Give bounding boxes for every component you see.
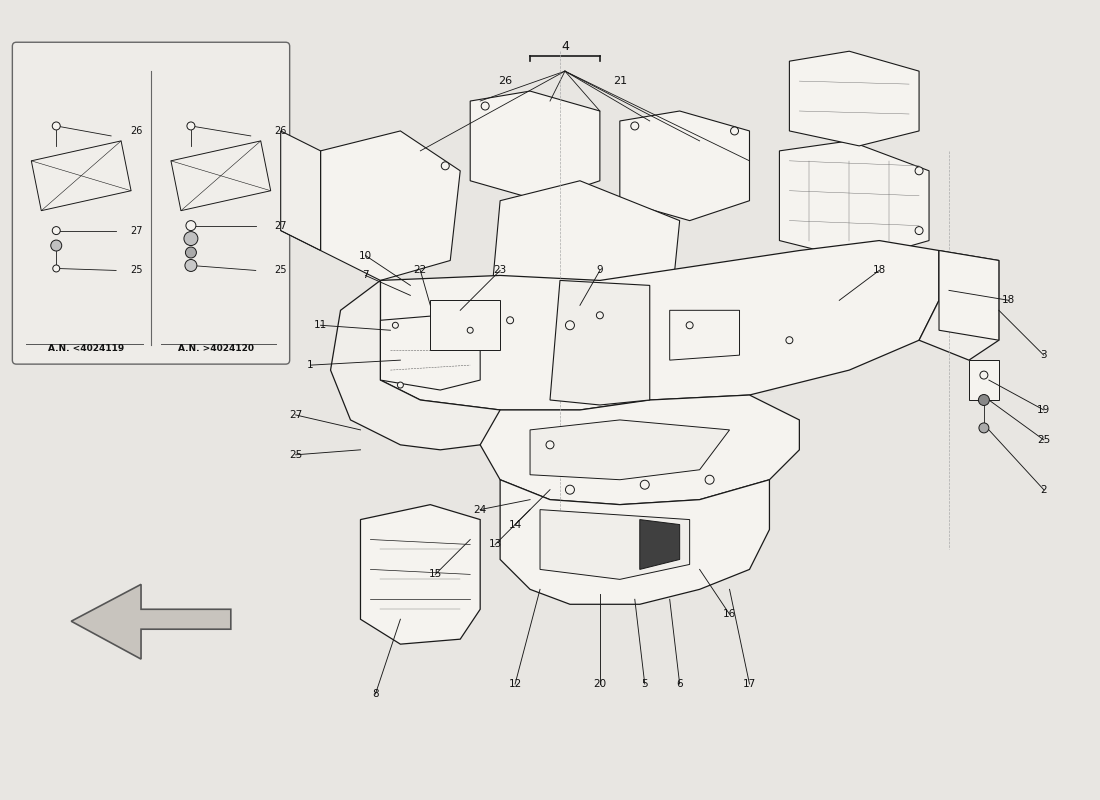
Circle shape xyxy=(565,486,574,494)
Circle shape xyxy=(980,371,988,379)
Polygon shape xyxy=(361,505,481,644)
Circle shape xyxy=(397,382,404,388)
Polygon shape xyxy=(170,141,271,210)
Text: 16: 16 xyxy=(723,610,736,619)
Circle shape xyxy=(441,162,449,170)
Polygon shape xyxy=(969,360,999,400)
Polygon shape xyxy=(470,91,600,201)
Text: 25: 25 xyxy=(289,450,302,460)
Polygon shape xyxy=(780,141,930,261)
Circle shape xyxy=(53,226,60,234)
FancyBboxPatch shape xyxy=(12,42,289,364)
Polygon shape xyxy=(280,131,320,250)
Circle shape xyxy=(481,102,490,110)
Text: 26: 26 xyxy=(498,76,513,86)
Polygon shape xyxy=(920,250,999,360)
Circle shape xyxy=(785,337,793,344)
Text: 3: 3 xyxy=(1041,350,1047,360)
Text: 24: 24 xyxy=(474,505,487,514)
Circle shape xyxy=(596,312,604,318)
Polygon shape xyxy=(790,51,920,146)
Circle shape xyxy=(978,394,989,406)
Polygon shape xyxy=(491,181,680,335)
Circle shape xyxy=(546,441,554,449)
Text: A.N. >4024120: A.N. >4024120 xyxy=(178,344,254,353)
Text: 19: 19 xyxy=(1037,405,1050,415)
Polygon shape xyxy=(31,141,131,210)
Polygon shape xyxy=(430,300,500,350)
Text: 6: 6 xyxy=(676,679,683,689)
Text: 21: 21 xyxy=(613,76,627,86)
Text: 20: 20 xyxy=(593,679,606,689)
Text: 18: 18 xyxy=(1002,295,1015,306)
Text: 25: 25 xyxy=(130,266,142,275)
Circle shape xyxy=(705,475,714,484)
Text: 5: 5 xyxy=(641,679,648,689)
Circle shape xyxy=(186,247,197,258)
Text: 17: 17 xyxy=(742,679,756,689)
Circle shape xyxy=(186,221,196,230)
Circle shape xyxy=(915,226,923,234)
Polygon shape xyxy=(640,519,680,570)
Text: 18: 18 xyxy=(872,266,886,275)
Text: 2: 2 xyxy=(1041,485,1047,494)
Circle shape xyxy=(51,240,62,251)
Text: 27: 27 xyxy=(274,221,287,230)
Text: 25: 25 xyxy=(1037,435,1050,445)
Text: 26: 26 xyxy=(130,126,142,136)
Text: 15: 15 xyxy=(429,570,442,579)
Text: 9: 9 xyxy=(596,266,603,275)
Circle shape xyxy=(630,122,639,130)
Circle shape xyxy=(979,423,989,433)
Polygon shape xyxy=(481,395,800,505)
Text: eurospar: eurospar xyxy=(404,332,796,408)
Text: 26: 26 xyxy=(275,126,287,136)
Text: A.N. <4024119: A.N. <4024119 xyxy=(48,344,124,353)
Polygon shape xyxy=(670,310,739,360)
Text: 7: 7 xyxy=(362,270,369,281)
Text: 11: 11 xyxy=(314,320,327,330)
Circle shape xyxy=(507,317,514,324)
Text: 4: 4 xyxy=(561,40,569,53)
Polygon shape xyxy=(939,250,999,340)
Circle shape xyxy=(468,327,473,334)
Polygon shape xyxy=(331,281,500,450)
Polygon shape xyxy=(530,420,729,480)
Text: 10: 10 xyxy=(359,250,372,261)
Polygon shape xyxy=(619,111,749,221)
Circle shape xyxy=(184,231,198,246)
Text: 25: 25 xyxy=(274,266,287,275)
Text: 12: 12 xyxy=(508,679,521,689)
Polygon shape xyxy=(550,281,650,405)
Circle shape xyxy=(53,265,59,272)
Text: 13: 13 xyxy=(488,539,502,550)
Polygon shape xyxy=(381,315,481,390)
Polygon shape xyxy=(540,510,690,579)
Circle shape xyxy=(393,322,398,328)
Circle shape xyxy=(730,127,738,135)
Text: 1: 1 xyxy=(307,360,314,370)
Text: 27: 27 xyxy=(130,226,142,235)
Text: 14: 14 xyxy=(508,519,521,530)
Circle shape xyxy=(53,122,60,130)
Polygon shape xyxy=(72,584,231,659)
Polygon shape xyxy=(381,241,939,410)
Text: 27: 27 xyxy=(289,410,302,420)
Circle shape xyxy=(187,122,195,130)
Text: 22: 22 xyxy=(414,266,427,275)
Circle shape xyxy=(185,259,197,271)
Text: 8: 8 xyxy=(372,689,378,699)
Circle shape xyxy=(565,321,574,330)
Text: 23: 23 xyxy=(494,266,507,275)
Circle shape xyxy=(915,167,923,174)
Circle shape xyxy=(640,480,649,489)
Circle shape xyxy=(686,322,693,329)
Polygon shape xyxy=(320,131,460,281)
Polygon shape xyxy=(500,480,769,604)
